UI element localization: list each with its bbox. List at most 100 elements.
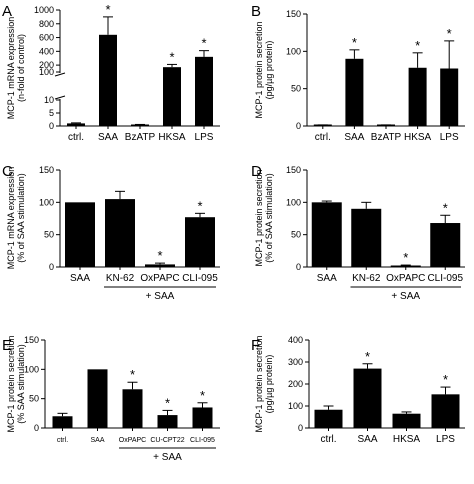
significance-star: * [201, 36, 206, 51]
y-axis-label: MCP-1 protein secretion [6, 335, 16, 432]
significance-star: * [130, 367, 135, 382]
bar-BzATP [131, 124, 149, 126]
bar-LPS [195, 56, 213, 126]
bar-SAA [353, 368, 382, 428]
y-tick-label: 100 [286, 197, 301, 207]
x-tick-label: HKSA [404, 132, 432, 143]
significance-star: * [365, 349, 370, 364]
x-tick-label: HKSA [393, 434, 421, 445]
y-tick-label: 400 [39, 46, 54, 56]
y-tick-label: 600 [39, 33, 54, 43]
y-tick-label: 0 [298, 423, 303, 433]
y-axis-label: (% of SAA stimulation) [16, 173, 26, 263]
x-tick-label: ctrl. [68, 132, 84, 143]
y-tick-label: 0 [296, 262, 301, 272]
y-tick-label: 100 [286, 46, 301, 56]
y-tick-label: 800 [39, 19, 54, 29]
y-tick-label: 200 [288, 379, 303, 389]
y-tick-label: 150 [286, 165, 301, 175]
y-tick-label: 100 [288, 401, 303, 411]
bar-OxPAPC [122, 389, 143, 428]
y-tick-label: 0 [34, 423, 39, 433]
significance-star: * [157, 248, 162, 263]
bar-OxPAPC [145, 264, 175, 267]
panel-label-E: E [2, 337, 12, 354]
bar-CLI-095 [430, 223, 461, 267]
y-tick-label: 300 [288, 357, 303, 367]
y-tick-label: 1000 [34, 5, 54, 15]
bar-ctrl. [314, 409, 343, 428]
y-tick-label: 0 [49, 262, 54, 272]
y-tick-label: 150 [39, 165, 54, 175]
significance-star: * [197, 198, 202, 213]
y-tick-label: 50 [44, 230, 54, 240]
bar-CU-CPT22 [157, 415, 178, 428]
significance-star: * [447, 26, 452, 41]
y-axis-label: MCP-1 protein secretion [254, 21, 264, 118]
significance-star: * [443, 200, 448, 215]
panel-label-F: F [251, 337, 260, 354]
y-axis-label: (n-fold of control) [16, 34, 26, 102]
significance-star: * [200, 388, 205, 403]
significance-star: * [165, 395, 170, 410]
y-tick-label: 150 [286, 9, 301, 19]
significance-star: * [352, 35, 357, 50]
y-tick-label: 0 [296, 121, 301, 131]
x-tick-label: OxPAPC [140, 273, 179, 284]
x-tick-label: OxPAPC [386, 273, 425, 284]
x-tick-label: SAA [90, 437, 104, 444]
panel-label-C: C [2, 163, 13, 180]
x-tick-label: ctrl. [315, 132, 331, 143]
x-tick-label: ctrl. [320, 434, 336, 445]
y-tick-label: 100 [24, 364, 39, 374]
y-tick-label: 5 [49, 108, 54, 118]
x-tick-label: ctrl. [57, 437, 68, 444]
bar-HKSA [408, 67, 427, 126]
x-tick-label: KN-62 [352, 273, 381, 284]
bar-HKSA [392, 413, 421, 428]
y-tick-label: 100 [39, 67, 54, 77]
x-tick-label: OxPAPC [119, 437, 147, 444]
panel-label-B: B [251, 3, 261, 20]
y-axis-label: MCP-1 protein secretion [254, 335, 264, 432]
x-tick-label: BzATP [371, 132, 402, 143]
y-tick-label: 0 [49, 121, 54, 131]
significance-star: * [443, 372, 448, 387]
bar-SAA [99, 34, 117, 126]
x-tick-label: SAA [70, 273, 90, 284]
y-axis-label: MCP-1 mRNA expression [6, 17, 16, 120]
y-tick-label: 10 [44, 95, 54, 105]
x-tick-label: CLI-095 [427, 273, 463, 284]
x-tick-label: SAA [317, 273, 337, 284]
axis-break-mark [54, 95, 66, 100]
y-axis-label: MCP-1 mRNA expression [6, 167, 16, 270]
significance-star: * [403, 250, 408, 265]
y-axis-label: (% SAA stimulation) [16, 344, 26, 424]
x-tick-label: LPS [440, 132, 459, 143]
x-tick-label: SAA [344, 132, 364, 143]
bar-HKSA [163, 67, 181, 126]
significance-star: * [105, 2, 110, 17]
y-tick-label: 400 [288, 335, 303, 345]
significance-star: * [415, 38, 420, 53]
panel-label-A: A [2, 3, 12, 20]
bar-LPS [440, 68, 459, 126]
axis-break [54, 73, 220, 99]
panel-label-D: D [251, 163, 262, 180]
bar-ctrl. [52, 416, 73, 428]
bar-LPS [431, 394, 460, 428]
x-tick-label: BzATP [125, 132, 156, 143]
bar-CLI-095 [192, 407, 213, 428]
x-tick-label: CLI-095 [190, 437, 215, 444]
y-tick-label: 50 [291, 230, 301, 240]
y-tick-label: 200 [39, 60, 54, 70]
y-axis-label: (% of SAA stimulation) [264, 173, 274, 263]
x-tick-label: SAA [357, 434, 377, 445]
group-label: + SAA [146, 291, 175, 302]
x-tick-label: LPS [436, 434, 455, 445]
y-tick-label: 150 [24, 335, 39, 345]
y-tick-label: 100 [39, 197, 54, 207]
bar-KN-62 [351, 208, 382, 267]
